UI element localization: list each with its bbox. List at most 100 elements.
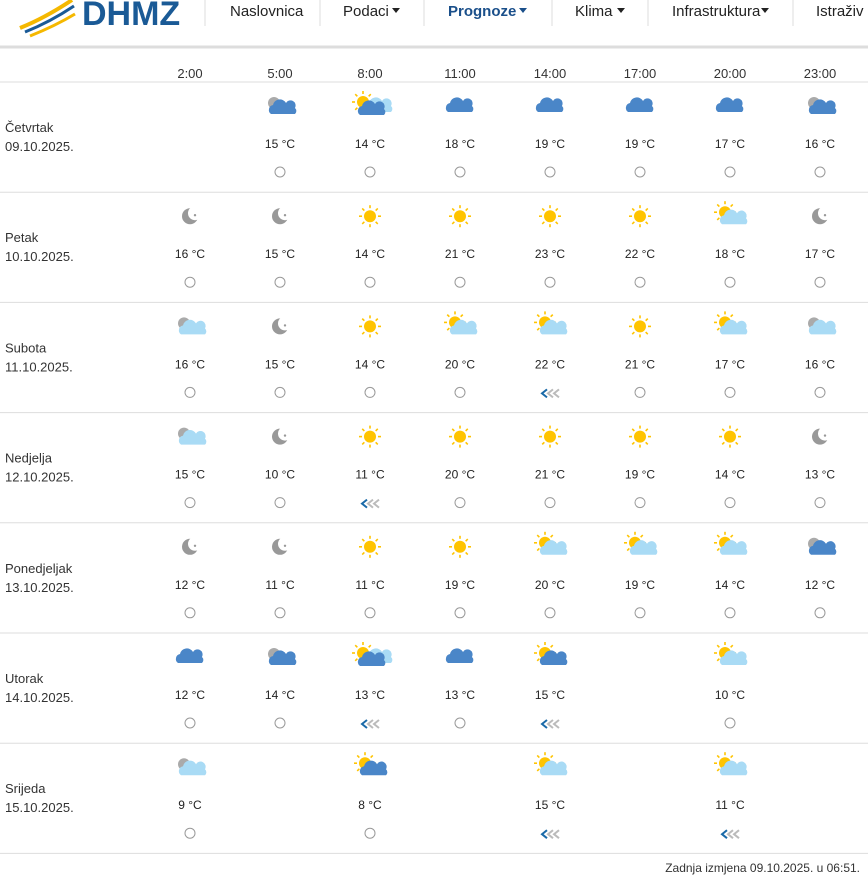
temperature: 15 °C xyxy=(535,798,565,812)
wind-calm xyxy=(724,497,736,509)
day-date: 13.10.2025. xyxy=(5,580,74,595)
sun-ray xyxy=(368,644,372,648)
temperature: 14 °C xyxy=(715,578,745,592)
nav-item[interactable]: Istraživ xyxy=(816,3,864,20)
cloud xyxy=(719,650,748,665)
temperature: 15 °C xyxy=(265,357,295,371)
sun-ray xyxy=(735,441,739,445)
wind-calm xyxy=(634,276,646,288)
sun-ray xyxy=(446,327,450,331)
sun-ray xyxy=(716,203,720,208)
sun-ray xyxy=(716,658,720,662)
sun-ray xyxy=(541,428,545,432)
cloud xyxy=(359,760,388,776)
sun-ray xyxy=(550,534,554,538)
day-name: Utorak xyxy=(5,671,44,686)
temperature: 19 °C xyxy=(445,578,475,592)
nav-bar xyxy=(0,0,868,47)
weather-icon xyxy=(534,752,568,776)
cloud xyxy=(535,97,564,112)
wind-chevron xyxy=(720,829,728,839)
wind-calm xyxy=(544,607,556,619)
temperature: 15 °C xyxy=(175,468,205,482)
nav-item[interactable]: Podaci xyxy=(343,3,389,20)
cloud xyxy=(629,540,658,555)
weather-icon xyxy=(178,317,207,335)
wind-chevron xyxy=(360,719,368,729)
temperature: 18 °C xyxy=(445,137,475,151)
wind-chevron xyxy=(546,829,554,839)
wind-calm xyxy=(274,717,286,729)
nav-item[interactable]: Infrastruktura xyxy=(672,3,761,20)
temperature: 12 °C xyxy=(175,688,205,702)
weather-icon xyxy=(624,531,658,555)
sun-ray xyxy=(716,754,720,759)
weather-icon xyxy=(812,426,832,445)
wind-chevron xyxy=(726,829,734,839)
sun-ray xyxy=(730,754,734,759)
temperature: 13 °C xyxy=(355,688,385,702)
cloud xyxy=(719,209,748,225)
temperature: 19 °C xyxy=(535,137,565,151)
temperature: 21 °C xyxy=(445,247,475,261)
temperature: 20 °C xyxy=(535,578,565,592)
temperature: 13 °C xyxy=(445,688,475,702)
wind-icon xyxy=(540,719,560,729)
day-date: 09.10.2025. xyxy=(5,139,74,154)
wind-chevron xyxy=(552,829,560,839)
cloud xyxy=(625,97,654,112)
day-name: Nedjelja xyxy=(5,451,53,466)
weather-icon xyxy=(178,758,207,776)
day-date: 12.10.2025. xyxy=(5,470,74,485)
sun-ray xyxy=(536,768,540,772)
weather-icon xyxy=(808,97,837,114)
wind-chevron xyxy=(540,388,548,399)
cloud xyxy=(808,99,837,114)
nav-item[interactable]: Prognoze xyxy=(448,3,516,20)
wind-calm xyxy=(274,386,286,398)
sun-ray xyxy=(354,644,358,648)
weather-icon xyxy=(272,426,292,445)
sun-ray xyxy=(716,547,720,552)
sun-ray xyxy=(361,207,365,212)
temperature: 20 °C xyxy=(445,357,475,371)
sun-ray xyxy=(631,318,635,322)
sun-ray xyxy=(645,428,649,432)
cloud xyxy=(539,540,568,555)
weather-icon xyxy=(714,201,748,225)
nav-item[interactable]: Naslovnica xyxy=(230,3,304,20)
wind-calm xyxy=(454,276,466,288)
time-label: 11:00 xyxy=(444,66,476,81)
temperature: 15 °C xyxy=(265,247,295,261)
temperature: 10 °C xyxy=(265,468,295,482)
sun-ray xyxy=(550,314,554,318)
sun-ray xyxy=(541,441,545,445)
sun-ray xyxy=(451,207,455,212)
time-label: 5:00 xyxy=(267,66,292,81)
star xyxy=(283,324,287,327)
wind-calm xyxy=(454,607,466,619)
wind-chevron xyxy=(552,719,560,729)
nav-item[interactable]: Klima xyxy=(575,3,613,20)
cloud xyxy=(719,760,748,776)
weather-icon xyxy=(268,648,297,665)
sun-ray xyxy=(375,441,379,445)
sun-ray xyxy=(354,93,358,97)
weather-icon xyxy=(449,205,471,228)
weather-icon xyxy=(178,427,207,445)
carets xyxy=(392,8,769,13)
sun xyxy=(364,210,376,223)
wind-icon xyxy=(360,498,380,509)
time-label: 20:00 xyxy=(714,66,747,81)
moon-cut xyxy=(278,536,292,551)
wind-calm xyxy=(544,166,556,178)
sun-ray xyxy=(730,644,734,648)
sun-ray xyxy=(645,318,649,322)
logo[interactable]: DHMZ xyxy=(82,0,180,33)
weather-icon xyxy=(629,425,651,448)
temperature: 14 °C xyxy=(355,247,385,261)
wind-calm xyxy=(454,717,466,729)
wind-calm xyxy=(364,607,376,619)
